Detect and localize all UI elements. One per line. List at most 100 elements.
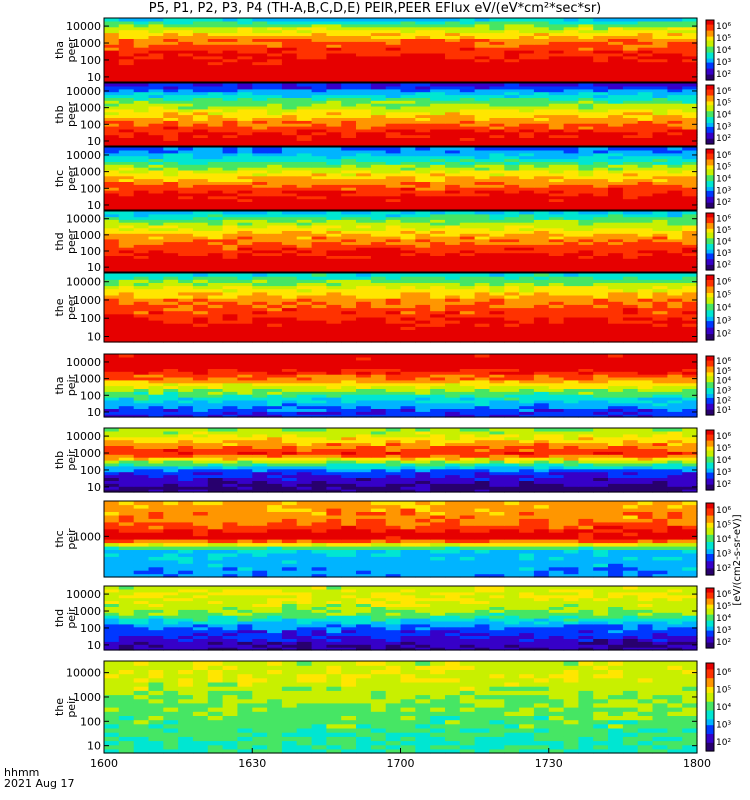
heatmap-cell	[385, 120, 402, 124]
heatmap-cell	[296, 255, 313, 259]
heatmap-cell	[267, 20, 283, 25]
heatmap-cell	[563, 47, 579, 51]
heatmap-cell	[237, 35, 253, 39]
y-tick-label: 10000	[66, 213, 101, 226]
heatmap-cell	[178, 134, 194, 138]
heatmap-cell	[474, 216, 490, 220]
heatmap-cell	[459, 313, 476, 318]
heatmap-cell	[281, 198, 298, 202]
heatmap-cell	[192, 172, 209, 177]
heatmap-cell	[104, 18, 120, 22]
heatmap-cell	[667, 79, 683, 83]
heatmap-cell	[548, 55, 565, 60]
heatmap-cell	[385, 304, 402, 309]
heatmap-cell	[222, 55, 238, 60]
heatmap-cell	[267, 233, 283, 237]
colorbar-cell	[706, 138, 714, 141]
heatmap-cell	[652, 134, 668, 138]
heatmap-cell	[222, 233, 238, 237]
heatmap-cell	[459, 64, 476, 68]
heatmap-cell	[163, 241, 179, 245]
heatmap-cell	[207, 64, 224, 68]
heatmap-cell	[104, 201, 120, 205]
heatmap-cell	[237, 58, 253, 63]
heatmap-cell	[430, 164, 446, 168]
heatmap-cell	[178, 52, 194, 57]
heatmap-cell	[459, 301, 476, 305]
heatmap-cell	[682, 222, 698, 226]
heatmap-cell	[459, 408, 476, 412]
heatmap-cell	[326, 79, 342, 83]
heatmap-cell	[281, 236, 298, 240]
heatmap-cell	[430, 67, 446, 71]
heatmap-cell	[578, 304, 594, 309]
heatmap-cell	[637, 83, 654, 87]
heatmap-cell	[415, 332, 431, 337]
heatmap-cell	[578, 224, 594, 229]
heatmap-cell	[489, 91, 505, 96]
heatmap-cell	[667, 152, 683, 157]
heatmap-cell	[415, 152, 431, 157]
heatmap-cell	[519, 155, 535, 160]
heatmap-cell	[104, 394, 120, 398]
heatmap-cell	[593, 169, 609, 174]
heatmap-cell	[104, 32, 120, 36]
heatmap-cell	[252, 143, 268, 147]
heatmap-cell	[682, 204, 698, 208]
heatmap-cell	[415, 411, 431, 415]
heatmap-cell	[281, 137, 298, 141]
heatmap-cell	[637, 276, 654, 280]
heatmap-cell	[578, 67, 594, 71]
heatmap-cell	[163, 192, 179, 197]
heatmap-cell	[237, 204, 253, 208]
heatmap-cell	[578, 187, 594, 191]
heatmap-cell	[504, 222, 520, 226]
heatmap-cell	[504, 213, 520, 218]
heatmap-cell	[326, 329, 342, 334]
heatmap-cell	[622, 26, 639, 31]
heatmap-cell	[341, 394, 357, 398]
heatmap-cell	[326, 20, 342, 25]
heatmap-cell	[652, 288, 668, 293]
heatmap-cell	[267, 29, 283, 34]
heatmap-cell	[281, 285, 298, 290]
heatmap-cell	[222, 178, 238, 182]
heatmap-cell	[608, 320, 624, 324]
heatmap-cell	[207, 108, 224, 113]
heatmap-cell	[163, 91, 179, 96]
heatmap-cell	[667, 224, 683, 229]
colorbar-cell	[706, 46, 714, 49]
heatmap-cell	[682, 140, 698, 144]
heatmap-cell	[326, 320, 342, 324]
heatmap-cell	[430, 128, 446, 133]
heatmap-cell	[459, 120, 476, 124]
heatmap-cell	[252, 94, 268, 98]
heatmap-cell	[178, 326, 194, 330]
heatmap-cell	[622, 247, 639, 251]
heatmap-cell	[474, 169, 490, 174]
heatmap-cell	[430, 108, 446, 113]
heatmap-cell	[548, 408, 565, 412]
heatmap-cell	[163, 85, 179, 90]
heatmap-cell	[237, 178, 253, 182]
heatmap-cell	[178, 399, 194, 404]
heatmap-cell	[341, 23, 357, 28]
heatmap-cell	[178, 114, 194, 118]
heatmap-cell	[163, 114, 179, 118]
heatmap-cell	[563, 187, 579, 191]
heatmap-cell	[252, 273, 268, 277]
heatmap-cell	[593, 198, 609, 202]
heatmap-cell	[163, 414, 179, 418]
heatmap-cell	[682, 338, 698, 343]
heatmap-cell	[533, 198, 550, 202]
heatmap-cell	[163, 190, 179, 194]
heatmap-cell	[178, 123, 194, 127]
heatmap-cell	[489, 140, 505, 144]
heatmap-cell	[415, 38, 431, 42]
heatmap-cell	[519, 123, 535, 127]
heatmap-cell	[637, 105, 654, 110]
heatmap-cell	[118, 38, 135, 42]
heatmap-cell	[489, 88, 505, 93]
heatmap-cell	[311, 181, 327, 185]
heatmap-cell	[370, 137, 387, 141]
